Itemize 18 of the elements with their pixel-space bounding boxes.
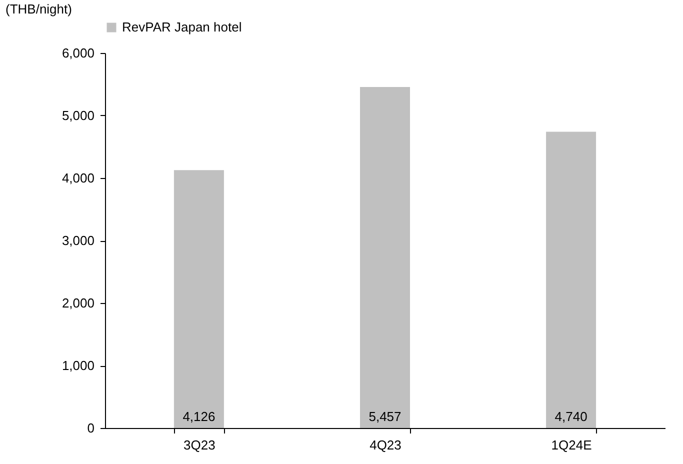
y-tick-label: 5,000: [62, 108, 94, 123]
y-tick-label: 3,000: [62, 233, 94, 248]
bar: [174, 170, 224, 428]
y-tick-label: 6,000: [62, 46, 94, 60]
x-tick-label: 4Q23: [370, 438, 402, 452]
data-label: 5,457: [368, 409, 402, 424]
y-tick-label: 4,000: [62, 170, 94, 186]
bar: [360, 86, 410, 428]
x-tick-label: 1Q24E: [551, 438, 592, 452]
data-label: 4,126: [182, 409, 216, 424]
y-tick-label: 2,000: [62, 296, 94, 310]
data-label: 4,740: [554, 409, 588, 424]
legend-label: RevPAR Japan hotel: [122, 20, 242, 34]
bar: [546, 132, 596, 428]
y-axis-title: (THB/night): [6, 2, 72, 16]
y-tick-label: 1,000: [62, 358, 94, 373]
y-tick-label: 0: [87, 420, 94, 436]
x-tick-label: 3Q23: [184, 438, 216, 452]
